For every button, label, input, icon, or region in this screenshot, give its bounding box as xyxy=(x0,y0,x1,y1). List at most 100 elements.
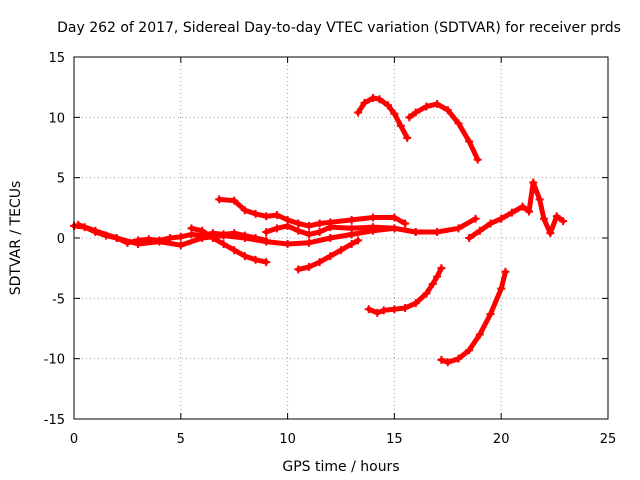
data-series-arc-9 xyxy=(364,264,446,317)
data-point xyxy=(315,227,324,236)
data-point xyxy=(283,221,292,230)
y-tick-label: 15 xyxy=(48,51,65,66)
x-tick-label: 10 xyxy=(279,432,296,447)
data-point xyxy=(471,214,480,223)
data-point xyxy=(208,234,217,242)
data-point xyxy=(262,227,271,236)
data-point xyxy=(433,227,442,236)
chart-title: Day 262 of 2017, Sidereal Day-to-day VTE… xyxy=(57,20,621,36)
data-point xyxy=(112,234,121,242)
data-point xyxy=(262,237,271,246)
data-point xyxy=(166,234,175,242)
data-point xyxy=(454,119,463,128)
data-point xyxy=(405,113,414,122)
data-point xyxy=(326,252,335,261)
data-point xyxy=(379,306,388,315)
data-point xyxy=(546,229,555,238)
data-point xyxy=(347,215,356,224)
data-point xyxy=(155,237,164,246)
data-point xyxy=(518,202,527,211)
data-point xyxy=(230,246,239,255)
series-line xyxy=(263,223,419,237)
data-point xyxy=(433,272,442,281)
data-series-arc-11 xyxy=(465,178,568,242)
data-point xyxy=(198,234,207,242)
data-point xyxy=(304,262,313,271)
data-point xyxy=(524,207,533,216)
data-point xyxy=(294,265,303,274)
data-point xyxy=(437,264,446,273)
data-point xyxy=(443,358,452,367)
data-point xyxy=(326,223,335,232)
data-series-arc-4 xyxy=(215,195,410,230)
data-point xyxy=(240,206,249,215)
data-point xyxy=(497,214,506,223)
data-point xyxy=(347,224,356,233)
data-point xyxy=(373,308,382,317)
data-point xyxy=(230,196,239,205)
data-point xyxy=(337,246,345,255)
data-point xyxy=(176,241,185,250)
data-point xyxy=(390,109,399,118)
data-point xyxy=(91,226,100,235)
data-point xyxy=(465,346,474,355)
data-point xyxy=(176,232,185,241)
x-tick-label: 20 xyxy=(493,432,510,447)
data-series-arc-8 xyxy=(405,100,482,164)
data-point xyxy=(369,94,378,103)
data-point xyxy=(529,178,538,187)
data-series-arc-6 xyxy=(294,236,363,274)
data-point xyxy=(364,305,373,314)
data-point xyxy=(535,195,544,204)
series-line xyxy=(366,265,444,316)
y-tick-label: 10 xyxy=(48,111,65,126)
data-point xyxy=(428,279,437,288)
data-series-layer xyxy=(70,94,568,367)
x-axis-label: GPS time / hours xyxy=(282,459,399,475)
data-series-arc-3 xyxy=(187,224,271,267)
data-point xyxy=(360,98,369,107)
y-tick-label: -10 xyxy=(44,353,65,368)
data-point xyxy=(294,219,303,228)
data-point xyxy=(501,267,510,276)
data-point xyxy=(219,231,228,240)
data-point xyxy=(401,219,410,228)
series-line xyxy=(406,101,481,163)
data-point xyxy=(283,240,292,249)
data-point xyxy=(347,240,356,249)
data-point xyxy=(454,354,463,363)
data-point xyxy=(411,108,420,117)
data-point xyxy=(304,221,313,230)
axis-ticks: 0 5 10 15 20 25 -15 -10 -5 0 5 10 15 xyxy=(44,51,617,447)
data-point xyxy=(369,223,378,232)
data-point xyxy=(272,224,281,233)
data-series-arc-7 xyxy=(354,94,412,142)
data-point xyxy=(437,355,446,364)
data-point xyxy=(240,234,249,242)
data-point xyxy=(315,219,324,228)
data-point xyxy=(473,155,482,164)
data-point xyxy=(403,133,412,142)
y-axis-label: SDTVAR / TECUs xyxy=(8,181,24,296)
data-point xyxy=(390,213,399,222)
data-point xyxy=(262,212,271,221)
data-point xyxy=(272,211,281,220)
y-tick-label: -15 xyxy=(44,413,65,428)
data-point xyxy=(507,208,516,217)
data-point xyxy=(354,236,363,245)
y-tick-label: 5 xyxy=(57,172,65,187)
data-point xyxy=(383,101,392,110)
data-point xyxy=(475,226,484,235)
data-point xyxy=(304,238,313,247)
data-point xyxy=(411,299,420,308)
data-point xyxy=(433,100,442,109)
data-series-arc-10 xyxy=(437,267,510,367)
data-point xyxy=(304,230,313,239)
data-point xyxy=(74,220,83,229)
series-line xyxy=(466,180,566,241)
x-tick-label: 25 xyxy=(600,432,617,447)
data-point xyxy=(396,121,405,130)
data-point xyxy=(401,303,410,312)
data-point xyxy=(486,310,495,319)
